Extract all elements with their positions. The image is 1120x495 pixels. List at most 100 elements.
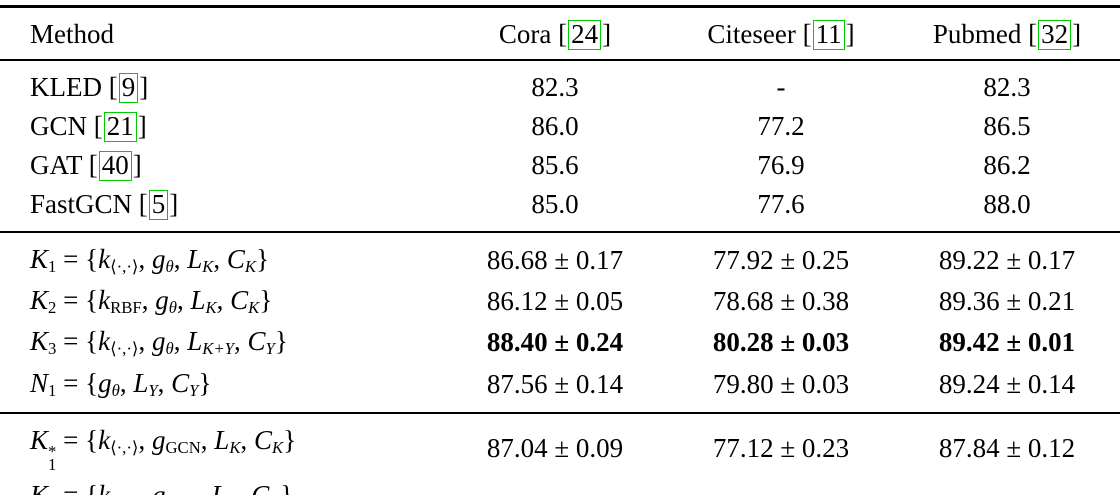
method-text: 3 [48,339,57,359]
value-cell: 78.68 ± 0.38 [712,286,850,317]
method-text: , [119,367,134,398]
method-text: } [280,480,293,495]
method-text: K+Y [202,339,234,359]
value-cell: 77.2 [757,111,805,141]
value-cell: 77.12 ± 0.23 [712,433,850,464]
value-cell: - [894,476,1120,495]
method-text: k [98,244,111,274]
value-cell: 86.0 [531,111,579,141]
method-text: C [254,424,273,455]
table-row: FastGCN [5] 85.0 77.6 88.0 [0,185,1120,232]
method-text: θ [168,298,177,318]
method-text: k [98,326,111,357]
method-text: g [98,367,112,398]
method-cell: GAT [40] [0,146,442,185]
value-cell: 86.68 ± 0.17 [486,245,624,276]
method-text: = { [56,424,99,455]
value-cell: 89.36 ± 0.21 [938,286,1076,317]
method-text: , [173,326,188,357]
value-cell: 85.0 [531,189,579,219]
value-cell: 76.9 [757,150,805,180]
table-row: KLED [9] 82.3 - 82.3 [0,60,1120,107]
method-cell: K * 1 = {k⟨·,·⟩, gGCN, LK, CK} [0,413,442,477]
method-text: K [227,494,238,495]
method-cell: K3 = {k⟨·,·⟩, gθ, LK+Y, CY} [0,322,442,363]
method-text: , [138,424,152,455]
table-row: K2 = {kRBF, gθ, LK, CK} 86.12 ± 0.05 78.68… [0,281,1120,322]
table-row: K1 = {k⟨·,·⟩, gθ, LK, CK} 86.68 ± 0.17 77.… [0,232,1120,281]
method-text: ⟨·,·⟩ [110,339,139,359]
method-text: 1 [48,380,57,400]
method-text: , [198,480,212,495]
method-text: GAT [ [30,150,98,180]
method-text: , [141,285,156,316]
value-cell: 87.56 ± 0.14 [486,368,624,399]
citation-link[interactable]: 32 [1038,20,1072,50]
value-cell: 86.2 [983,150,1031,180]
method-text: , [138,244,152,274]
method-text: θ [111,380,120,400]
method-text: K [30,285,49,316]
value-cell: 88.0 [983,189,1031,219]
results-table: Method Cora [24] Citeseer [11] Pubmed [32]… [0,5,1120,495]
table-row: K * 1 = {k⟨·,·⟩, gGCN, LK, CK} 87.04 ± 0.09… [0,413,1120,477]
table-row: GAT [40] 85.6 76.9 86.2 [0,146,1120,185]
method-text: , [238,480,252,495]
method-text: GCN [165,437,201,457]
method-text: ] [139,72,149,102]
value-cell: 85.6 [531,150,579,180]
table-header: Method Cora [24] Citeseer [11] Pubmed [32] [0,7,1120,61]
method-text: K [244,257,257,277]
method-text: g [151,326,166,357]
method-cell: K*2 = {k⟨·,·⟩, gGAT, LK, CK} [0,476,442,495]
method-text: = { [56,244,99,274]
method-text: ] [137,111,147,141]
citation-link[interactable]: 24 [568,20,602,50]
header-row: Method Cora [24] Citeseer [11] Pubmed [32] [0,7,1120,61]
method-text: } [198,367,212,398]
method-text: θ [165,257,174,277]
method-text: L [190,285,206,316]
citation-link[interactable]: 40 [98,151,132,181]
method-text: K [30,326,49,357]
method-text: g [155,285,169,316]
method-text: , [233,326,248,357]
value-cell: 89.42 ± 0.01 [938,327,1076,358]
citation-link[interactable]: 11 [812,20,845,50]
method-text: θ [165,339,174,359]
method-text: k [98,424,111,455]
method-text: } [259,285,273,316]
method-text: ] [132,150,142,180]
row-group: KLED [9] 82.3 - 82.3 GCN [21] 86.0 77.2 86.5 GAT… [0,60,1120,232]
value-cell: 89.24 ± 0.14 [938,368,1076,399]
citation-link[interactable]: 9 [118,73,139,103]
header-pubmed: Pubmed [32] [932,19,1082,50]
method-text: 2 [48,298,57,318]
citation-link[interactable]: 5 [148,190,169,220]
method-text: , [176,285,191,316]
method-text: ] [169,189,179,219]
method-text: K [229,437,241,457]
header-cora: Cora [24] [498,19,612,50]
value-cell: 87.84 ± 0.12 [938,433,1076,464]
value-cell: 87.04 ± 0.09 [486,433,624,464]
table-row: N1 = {gθ, LY, CY} 87.56 ± 0.14 79.80 ± 0.0… [0,364,1120,413]
method-text: C [251,480,269,495]
value-cell: 77.92 ± 0.25 [712,245,850,276]
method-text: C [247,326,266,357]
superscript-subscript: * 1 [48,442,57,475]
citation-link[interactable]: 21 [103,112,137,142]
method-text: K [202,257,214,277]
method-text: g [151,424,166,455]
method-text: = { [56,326,99,357]
row-group: K1 = {k⟨·,·⟩, gθ, LK, CK} 86.68 ± 0.17 77.… [0,232,1120,413]
value-cell: 82.3 [531,72,579,102]
method-text: K [205,298,217,318]
method-text: K [272,437,284,457]
method-text: K [248,298,260,318]
method-cell: K2 = {kRBF, gθ, LK, CK} [0,281,442,322]
value-cell: 86.5 [983,111,1031,141]
method-text: Y [265,339,275,359]
method-text: } [256,244,270,274]
